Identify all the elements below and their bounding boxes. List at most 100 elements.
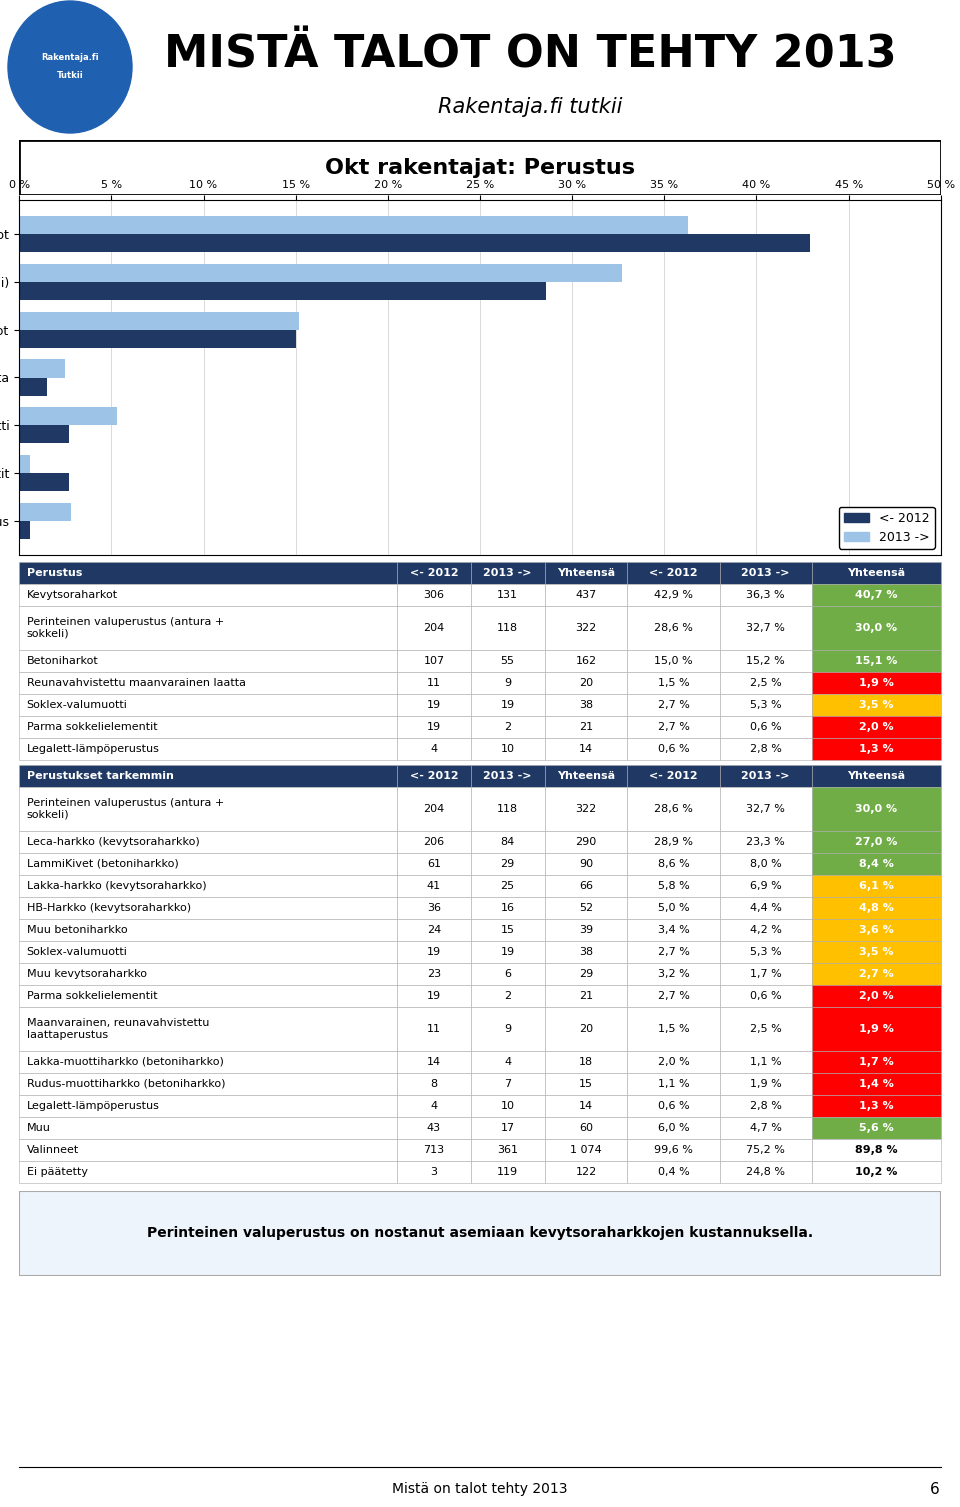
Bar: [19, 1139, 397, 1160]
Text: Soklex-valumuotti: Soklex-valumuotti: [27, 946, 128, 957]
Bar: [470, 1007, 544, 1050]
Bar: [470, 606, 544, 650]
Bar: [544, 876, 628, 897]
Text: 2: 2: [504, 992, 512, 1001]
Bar: [720, 562, 812, 585]
Bar: [544, 562, 628, 585]
Text: 8,0 %: 8,0 %: [750, 859, 781, 870]
Bar: [397, 672, 470, 695]
Text: 5,3 %: 5,3 %: [750, 946, 781, 957]
Text: 2,7 %: 2,7 %: [658, 699, 689, 710]
Text: 9: 9: [504, 678, 512, 689]
Text: 3,4 %: 3,4 %: [658, 925, 689, 934]
Bar: [19, 1073, 397, 1096]
Bar: [812, 606, 941, 650]
Text: 36: 36: [427, 903, 441, 913]
Bar: [544, 1007, 628, 1050]
Text: Muu kevytsoraharkko: Muu kevytsoraharkko: [27, 969, 147, 980]
Text: 162: 162: [575, 656, 596, 666]
Bar: [720, 1160, 812, 1183]
Text: Perinteinen valuperustus (antura +
sokkeli): Perinteinen valuperustus (antura + sokke…: [27, 799, 224, 820]
Bar: [628, 876, 720, 897]
Text: 30,0 %: 30,0 %: [855, 805, 898, 814]
Bar: [397, 1073, 470, 1096]
Text: 119: 119: [497, 1166, 518, 1177]
Bar: [397, 1160, 470, 1183]
Text: 2: 2: [504, 722, 512, 732]
Text: 2013 ->: 2013 ->: [484, 568, 532, 579]
Text: 0,4 %: 0,4 %: [658, 1166, 689, 1177]
Text: 3,2 %: 3,2 %: [658, 969, 689, 980]
Text: 4: 4: [504, 1056, 512, 1067]
Bar: [470, 585, 544, 606]
Text: 322: 322: [575, 622, 596, 633]
Text: 28,6 %: 28,6 %: [654, 805, 693, 814]
Bar: [544, 1160, 628, 1183]
Bar: [628, 787, 720, 830]
Text: 10,2 %: 10,2 %: [855, 1166, 898, 1177]
Bar: [720, 897, 812, 919]
Bar: [812, 1007, 941, 1050]
Bar: [19, 216, 688, 234]
Bar: [544, 695, 628, 716]
Text: <- 2012: <- 2012: [410, 568, 458, 579]
Bar: [720, 963, 812, 986]
Text: 118: 118: [497, 805, 518, 814]
Bar: [628, 606, 720, 650]
Text: 5,0 %: 5,0 %: [658, 903, 689, 913]
Text: 437: 437: [575, 591, 596, 600]
Text: 322: 322: [575, 805, 596, 814]
Text: 75,2 %: 75,2 %: [746, 1145, 785, 1154]
Text: Yhteensä: Yhteensä: [557, 772, 615, 781]
Text: Perinteinen valuperustus on nostanut asemiaan kevytsoraharkkojen kustannuksella.: Perinteinen valuperustus on nostanut ase…: [147, 1227, 813, 1240]
Bar: [628, 650, 720, 672]
Text: 38: 38: [579, 946, 593, 957]
Bar: [544, 1096, 628, 1117]
Bar: [812, 897, 941, 919]
Bar: [628, 562, 720, 585]
Bar: [720, 876, 812, 897]
Bar: [720, 830, 812, 853]
Text: Okt rakentajat: Perustus: Okt rakentajat: Perustus: [325, 158, 635, 178]
Bar: [628, 1139, 720, 1160]
Text: 15,1 %: 15,1 %: [855, 656, 898, 666]
Bar: [628, 695, 720, 716]
Text: 1,9 %: 1,9 %: [750, 1079, 781, 1090]
Bar: [812, 1139, 941, 1160]
Bar: [19, 1160, 397, 1183]
Bar: [470, 716, 544, 738]
Bar: [628, 830, 720, 853]
Text: 107: 107: [423, 656, 444, 666]
Bar: [397, 716, 470, 738]
Text: 361: 361: [497, 1145, 518, 1154]
Text: 306: 306: [423, 591, 444, 600]
Text: 4: 4: [430, 744, 438, 754]
Bar: [397, 585, 470, 606]
Bar: [397, 695, 470, 716]
Bar: [628, 963, 720, 986]
Text: 14: 14: [427, 1056, 441, 1067]
Text: Valinneet: Valinneet: [27, 1145, 79, 1154]
Text: 1,5 %: 1,5 %: [658, 678, 689, 689]
Bar: [720, 1050, 812, 1073]
Text: 23,3 %: 23,3 %: [746, 836, 785, 847]
Text: 28,6 %: 28,6 %: [654, 622, 693, 633]
Bar: [812, 672, 941, 695]
Bar: [470, 1073, 544, 1096]
Text: Parma sokkelielementit: Parma sokkelielementit: [27, 992, 157, 1001]
Text: 3,5 %: 3,5 %: [859, 699, 894, 710]
Bar: [470, 695, 544, 716]
Bar: [19, 766, 397, 787]
Bar: [19, 650, 397, 672]
Text: 290: 290: [575, 836, 596, 847]
Text: 206: 206: [423, 836, 444, 847]
Bar: [470, 986, 544, 1007]
Text: Yhteensä: Yhteensä: [848, 772, 905, 781]
Bar: [19, 787, 397, 830]
Text: 2013 ->: 2013 ->: [741, 772, 790, 781]
Bar: [720, 695, 812, 716]
Text: 118: 118: [497, 622, 518, 633]
Bar: [470, 1139, 544, 1160]
Text: 19: 19: [427, 992, 441, 1001]
Bar: [544, 940, 628, 963]
